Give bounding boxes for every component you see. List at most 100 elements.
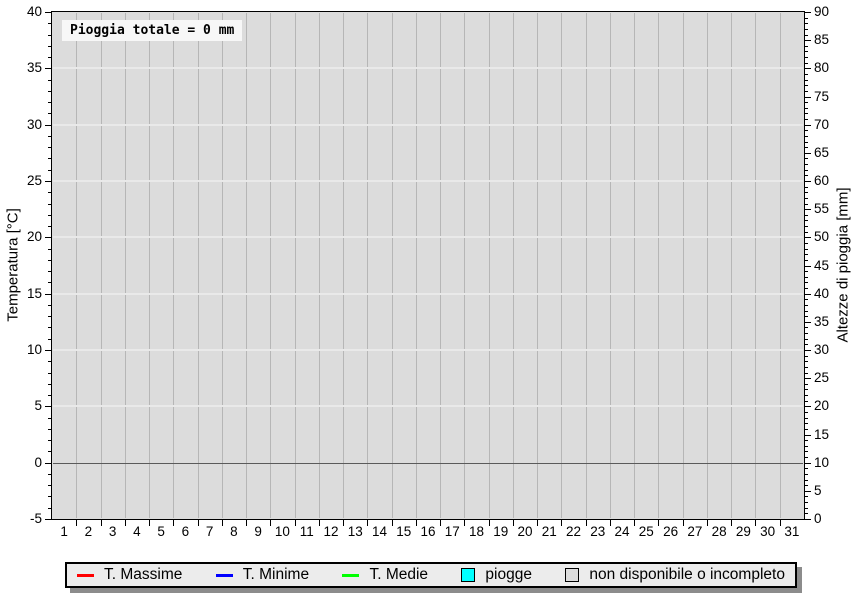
y-right-minor-tick (804, 507, 808, 509)
y-left-tick-label: 40 (26, 4, 42, 19)
piogge-square-swatch (461, 568, 476, 582)
y-left-major-tick (45, 406, 52, 408)
y-right-minor-tick (804, 428, 808, 430)
plot-area: Pioggia totale = 0 mm (51, 11, 805, 520)
y-right-major-tick (804, 293, 811, 295)
x-tick (682, 520, 684, 526)
x-tick-label: 16 (420, 524, 436, 539)
y-left-minor-tick (48, 327, 52, 329)
v-gridline (318, 13, 320, 518)
y-right-tick-label: 60 (814, 173, 830, 188)
y-right-minor-tick (804, 45, 808, 47)
y-right-tick-label: 45 (814, 257, 830, 273)
x-tick (609, 520, 611, 526)
y-left-major-tick (45, 12, 52, 13)
y-right-major-tick (804, 378, 811, 380)
x-tick-label: 20 (517, 524, 533, 539)
y-left-minor-tick (48, 23, 52, 25)
x-tick (76, 520, 78, 526)
y-right-minor-tick (804, 220, 808, 222)
x-tick-label: 21 (541, 524, 557, 539)
y-right-major-tick (804, 68, 811, 70)
x-tick (706, 520, 708, 526)
t-massime-line-swatch (77, 573, 94, 577)
x-tick (464, 520, 466, 526)
y-right-minor-tick (804, 473, 808, 475)
y-right-minor-tick (804, 248, 808, 250)
y-right-minor-tick (804, 333, 808, 335)
x-tick-label: 15 (396, 524, 412, 539)
y-right-minor-tick (804, 271, 808, 273)
x-tick-label: 22 (566, 524, 582, 539)
y-right-minor-tick (804, 361, 808, 363)
x-tick (100, 520, 102, 526)
v-gridline (658, 13, 660, 518)
t-massime-legend-item: T. Massime (77, 566, 182, 584)
x-tick-label: 5 (157, 524, 165, 539)
x-tick-label: 14 (371, 524, 387, 539)
t-massime-legend-label: T. Massime (104, 566, 183, 583)
v-gridline (197, 13, 199, 518)
y-left-major-tick (45, 462, 52, 464)
y-left-major-tick (45, 519, 52, 520)
x-tick-label: 12 (323, 524, 339, 539)
y-left-minor-tick (48, 271, 52, 273)
y-right-minor-tick (804, 372, 808, 374)
y-right-minor-tick (804, 107, 808, 109)
x-tick (270, 520, 272, 526)
x-tick-label: 27 (687, 524, 703, 539)
y-right-major-tick (804, 96, 811, 98)
y-right-minor-tick (804, 366, 808, 368)
y-right-tick-label: 75 (814, 88, 830, 104)
y-right-minor-tick (804, 411, 808, 413)
y-left-tick-label: 35 (26, 60, 42, 76)
x-tick-label: 11 (299, 524, 314, 539)
x-tick (488, 520, 490, 526)
y-right-minor-tick (804, 231, 808, 233)
y-left-minor-tick (48, 79, 52, 81)
non-disponibile-legend-item: non disponibile o incompleto (565, 566, 785, 584)
y-right-minor-tick (804, 395, 808, 397)
y-right-minor-tick (804, 79, 808, 81)
x-tick (634, 520, 636, 526)
y-right-minor-tick (804, 23, 808, 25)
y-right-minor-tick (804, 304, 808, 306)
x-tick (731, 520, 733, 526)
y-right-minor-tick (804, 479, 808, 481)
x-tick-label: 18 (469, 524, 485, 539)
x-tick-label: 17 (444, 524, 460, 539)
x-tick (561, 520, 563, 526)
y-right-minor-tick (804, 423, 808, 425)
y-left-minor-tick (48, 90, 52, 92)
y-left-minor-tick (48, 440, 52, 442)
y-right-major-tick (804, 12, 811, 13)
x-tick (537, 520, 539, 526)
piogge-legend-item: piogge (461, 566, 532, 584)
y-left-major-tick (45, 350, 52, 351)
y-right-tick-label: 15 (814, 426, 830, 442)
v-gridline (415, 13, 417, 518)
y-right-minor-tick (804, 417, 808, 419)
y-right-minor-tick (804, 85, 808, 87)
x-tick-label: 19 (493, 524, 509, 539)
y-left-minor-tick (48, 248, 52, 250)
y-left-major-tick (45, 68, 52, 70)
v-gridline (76, 13, 78, 518)
y-left-tick-label: 20 (26, 229, 42, 245)
y-left-minor-tick (48, 113, 52, 115)
x-tick (124, 520, 126, 526)
y-left-minor-tick (48, 383, 52, 385)
y-right-minor-tick (804, 214, 808, 216)
t-medie-legend-item: T. Medie (342, 566, 428, 584)
y-left-minor-tick (48, 45, 52, 47)
v-gridline (779, 13, 781, 518)
y-right-tick-label: 70 (814, 116, 830, 132)
v-gridline (634, 13, 636, 518)
y-right-minor-tick (804, 57, 808, 59)
y-right-minor-tick (804, 28, 808, 30)
y-right-minor-tick (804, 445, 808, 447)
y-right-minor-tick (804, 186, 808, 188)
y-left-minor-tick (48, 259, 52, 261)
x-tick (440, 520, 442, 526)
